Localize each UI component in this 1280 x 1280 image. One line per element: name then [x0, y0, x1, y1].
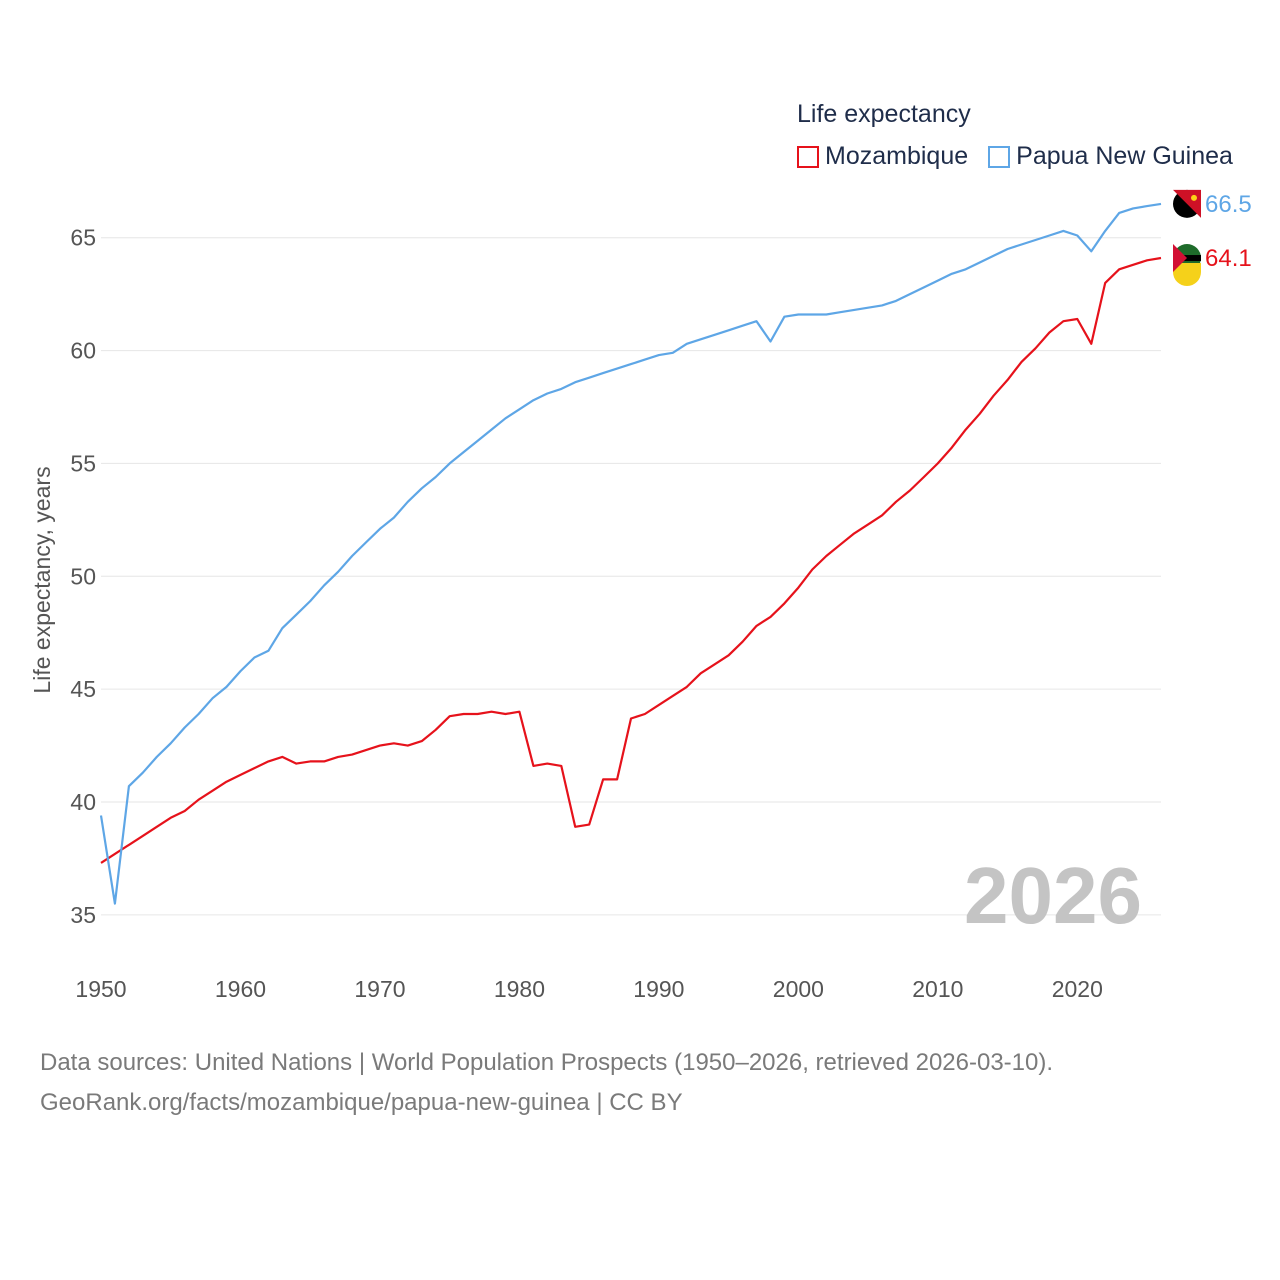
x-axis-ticks: 1950 1960 1970 1980 1990 2000 2010 2020: [75, 976, 1102, 1002]
sources-line: Data sources: United Nations | World Pop…: [40, 1049, 1054, 1076]
x-tick-label-1990: 1990: [633, 976, 684, 1002]
y-axis-label: Life expectancy, years: [29, 466, 55, 693]
series-end-labels: 64.1 66.5: [1173, 189, 1252, 287]
x-tick-label-1970: 1970: [354, 976, 405, 1002]
flag-stripe: [1173, 263, 1201, 287]
x-tick-label-1980: 1980: [494, 976, 545, 1002]
end-value-label-papua-new-guinea: 66.5: [1205, 191, 1252, 218]
end-marker-mozambique: 64.1: [1173, 244, 1252, 287]
legend-item-papua-new-guinea[interactable]: Papua New Guinea: [988, 142, 1233, 171]
flag-bird: [1191, 194, 1197, 201]
source-link[interactable]: GeoRank.org/facts/mozambique/papua-new-g…: [40, 1089, 683, 1116]
legend-swatch-papua-new-guinea: [988, 145, 1011, 168]
end-value-label-mozambique: 64.1: [1205, 245, 1252, 272]
series-lines: [99, 202, 1162, 905]
legend-item-mozambique[interactable]: Mozambique: [797, 142, 968, 171]
legend: Mozambique Papua New Guinea: [797, 142, 1253, 171]
y-tick-label-45: 45: [70, 676, 96, 702]
x-tick-label-2010: 2010: [912, 976, 963, 1002]
data-sources: Data sources: United Nations | World Pop…: [40, 1043, 1053, 1123]
x-tick-label-1950: 1950: [75, 976, 126, 1002]
y-tick-label-60: 60: [70, 338, 96, 364]
gridlines: [101, 237, 1161, 916]
end-marker-papua-new-guinea: 66.5: [1173, 189, 1252, 218]
x-tick-label-2000: 2000: [773, 976, 824, 1002]
legend-title: Life expectancy: [797, 100, 971, 128]
legend-swatch-mozambique: [797, 145, 819, 168]
y-tick-label-40: 40: [70, 789, 96, 815]
y-axis-ticks: 35 40 45 50 55 60 65: [70, 225, 96, 928]
flag-triangle: [1173, 244, 1187, 273]
x-tick-label-2020: 2020: [1052, 976, 1103, 1002]
y-tick-label-55: 55: [70, 450, 96, 476]
y-tick-label-65: 65: [70, 225, 96, 251]
series-line-mozambique: [100, 256, 1162, 864]
legend-label-papua-new-guinea: Papua New Guinea: [1016, 142, 1233, 170]
legend-label-mozambique: Mozambique: [825, 142, 969, 170]
y-tick-label-35: 35: [70, 902, 96, 928]
year-watermark: 2026: [964, 851, 1142, 940]
x-tick-label-1960: 1960: [215, 976, 266, 1002]
y-tick-label-50: 50: [70, 563, 96, 589]
series-line-papua-new-guinea: [99, 202, 1162, 905]
